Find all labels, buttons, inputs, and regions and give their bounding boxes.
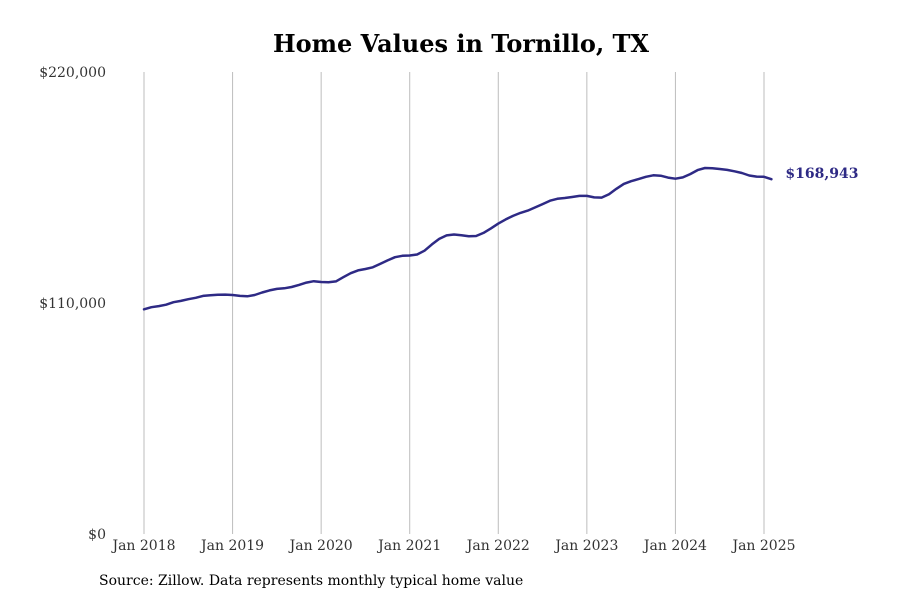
y-tick-label: $110,000 [39,296,106,312]
source-note: Source: Zillow. Data represents monthly … [99,573,524,589]
y-tick-label: $220,000 [39,65,106,81]
x-tick-label: Jan 2020 [288,538,353,554]
grid-lines [143,72,765,534]
series-layer [142,166,773,311]
x-tick-label: Jan 2018 [110,538,175,554]
y-axis-ticks: $0 $110,000 $220,000 [39,65,106,543]
x-tick-label: Jan 2022 [465,538,530,554]
x-tick-label: Jan 2024 [642,538,707,554]
x-tick-label: Jan 2025 [730,538,795,554]
x-tick-label: Jan 2023 [553,538,618,554]
end-value-label: $168,943 [785,166,858,182]
x-tick-label: Jan 2019 [199,538,264,554]
x-axis-ticks: Jan 2018 Jan 2019 Jan 2020 Jan 2021 Jan 2022… [110,538,795,554]
chart-title: Home Values in Tornillo, TX [273,29,649,58]
series-line [142,166,773,311]
x-tick-label: Jan 2021 [376,538,441,554]
y-tick-label: $0 [88,527,106,543]
